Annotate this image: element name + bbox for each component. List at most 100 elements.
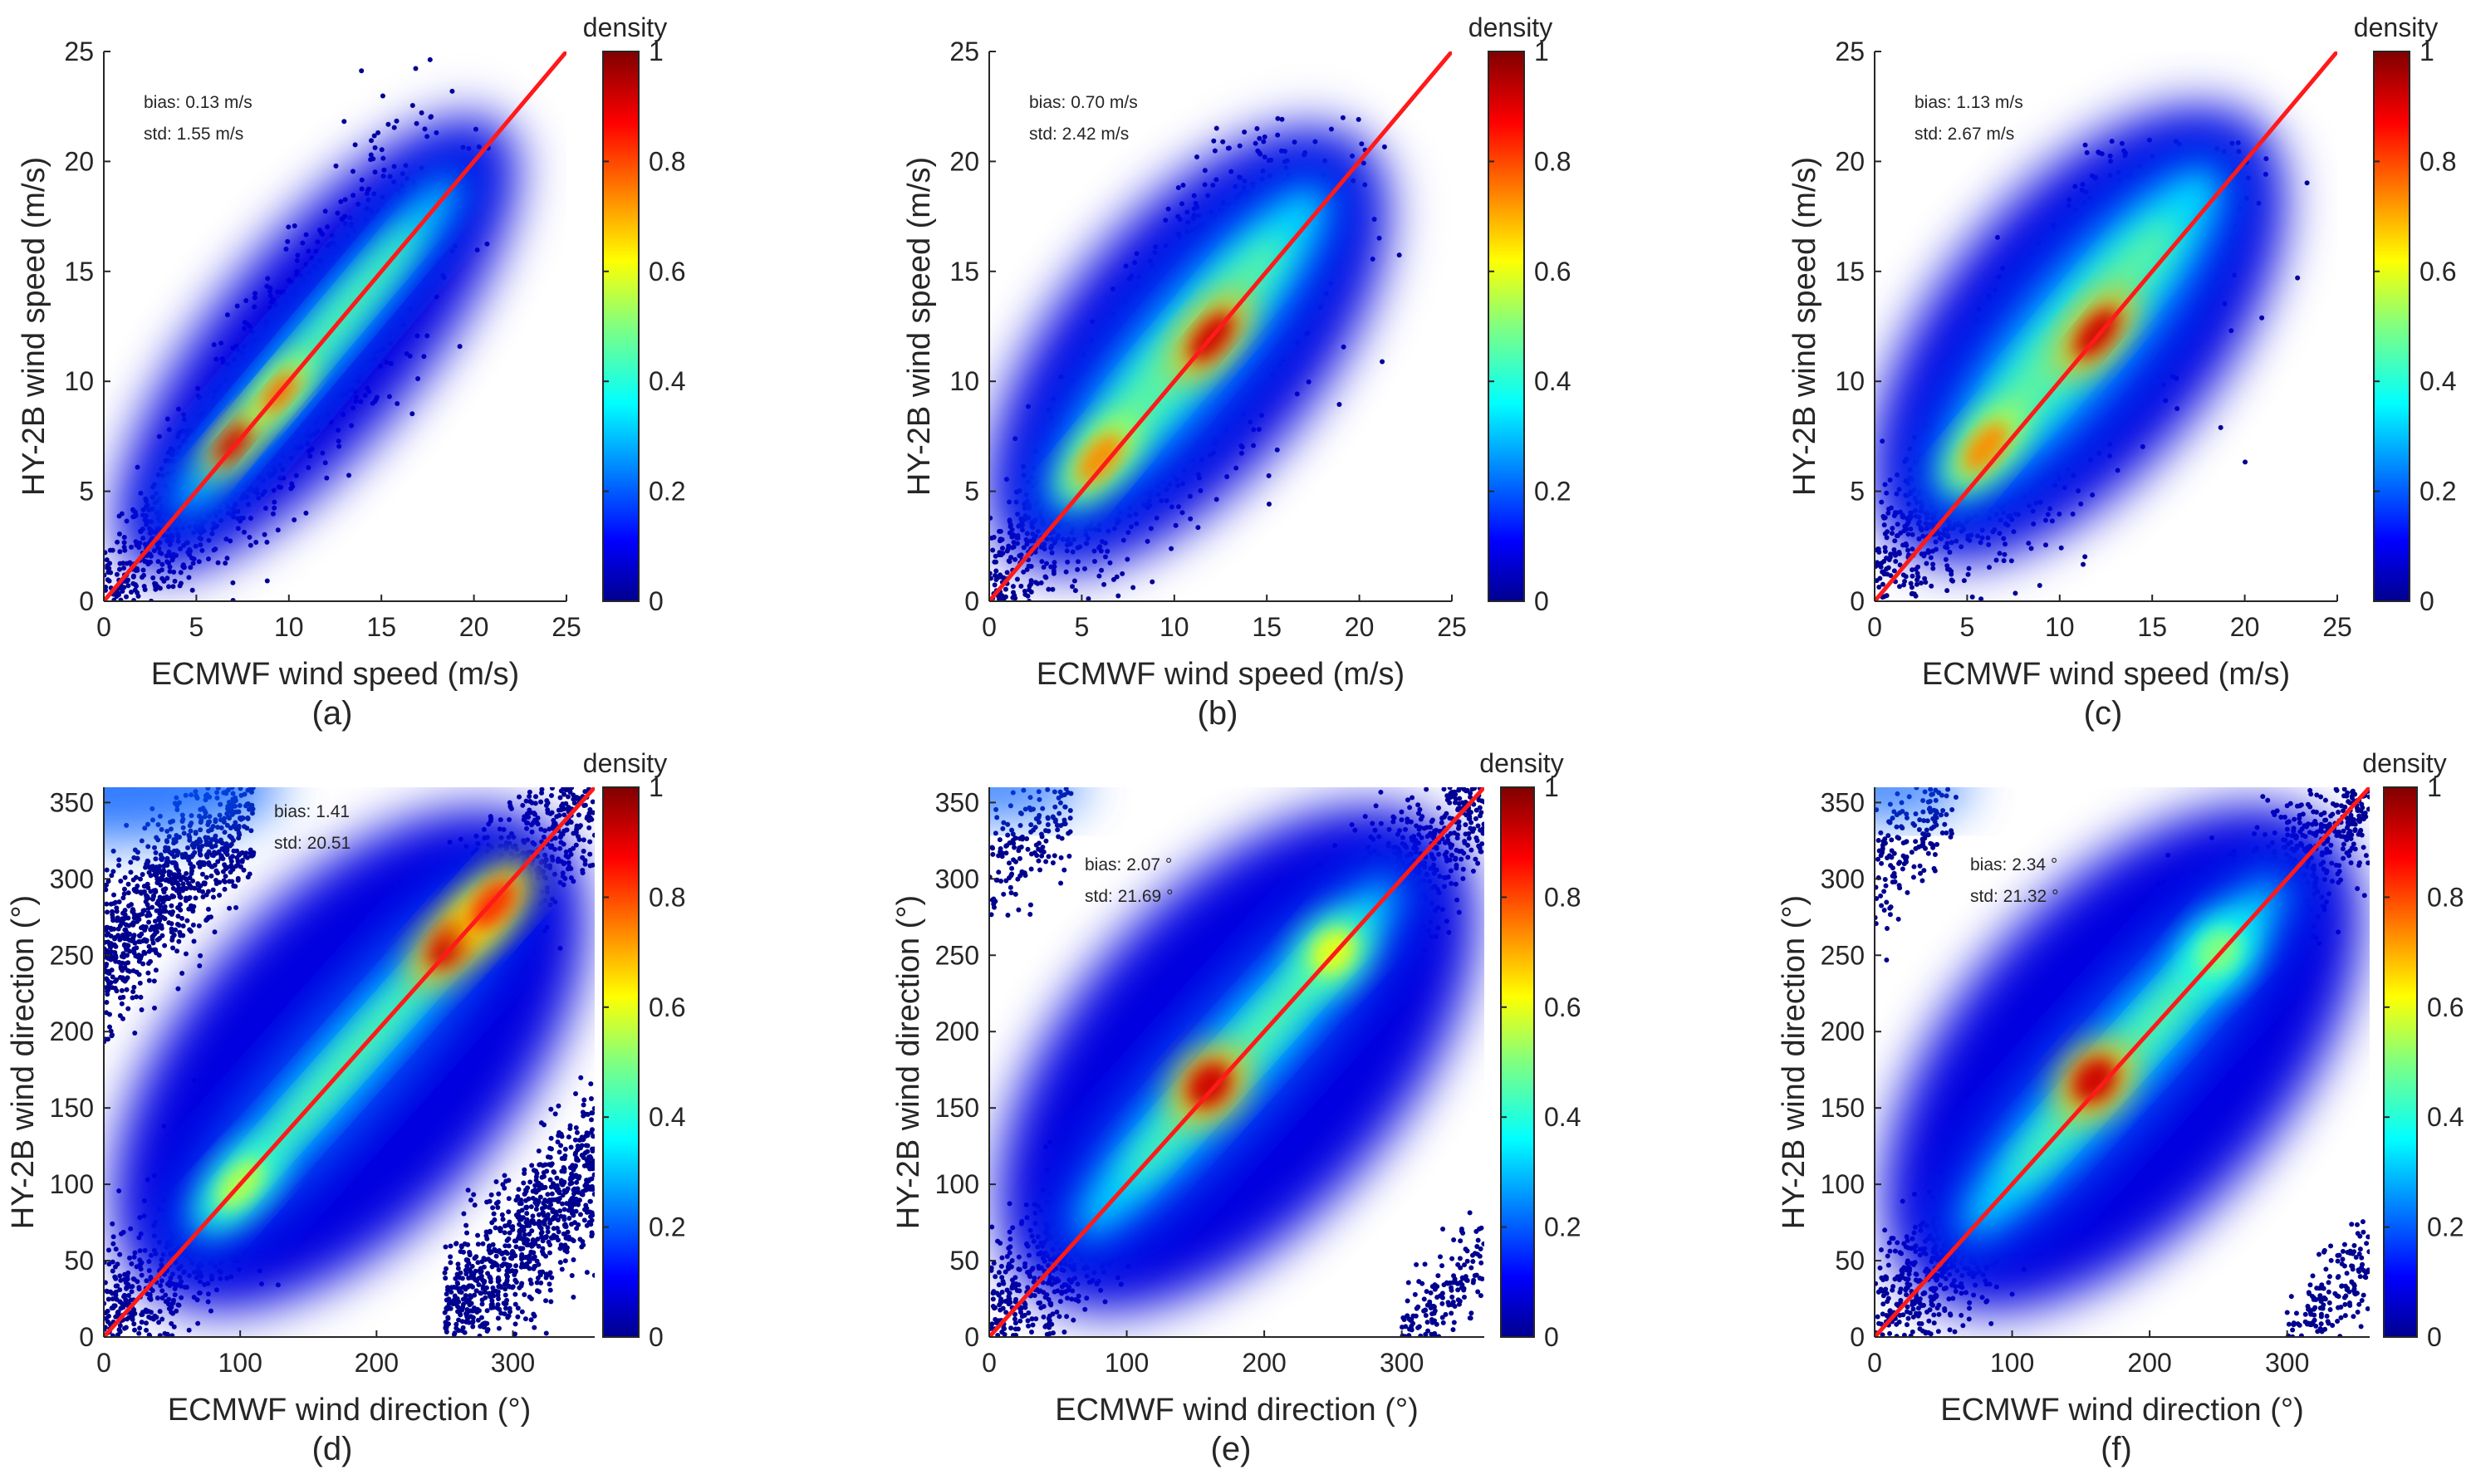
colorbar-tick-label: 0.4: [1534, 366, 1571, 396]
data-point: [409, 102, 415, 108]
data-point: [1130, 585, 1136, 590]
data-point: [104, 550, 108, 556]
data-point: [1381, 144, 1387, 149]
data-point: [275, 527, 281, 533]
data-point: [333, 163, 339, 169]
colorbar-tick-label: 0.8: [1534, 146, 1571, 176]
data-point: [105, 577, 110, 583]
data-point: [372, 144, 378, 150]
data-point: [1910, 567, 1915, 573]
data-point: [989, 575, 993, 581]
x-tick-label: 25: [1437, 612, 1467, 642]
data-point: [1096, 573, 1102, 579]
data-point: [1195, 525, 1201, 531]
colorbar-gradient: [602, 51, 640, 602]
data-point: [117, 549, 123, 555]
data-point: [1910, 573, 1915, 579]
plot-area: [1875, 51, 2337, 601]
data-point: [371, 133, 377, 139]
bias-stat: bias: 0.70 m/s: [1029, 93, 1138, 112]
data-point: [998, 574, 1004, 580]
y-tick-label: 20: [64, 146, 94, 176]
data-point: [2042, 542, 2048, 548]
data-point: [1396, 252, 1402, 258]
data-point: [1897, 562, 1903, 568]
data-point: [1032, 580, 1038, 585]
y-tick-label: 0: [79, 586, 94, 616]
data-point: [111, 597, 117, 601]
y-axis-label: HY-2B wind speed (m/s): [902, 157, 937, 496]
x-tick-label: 15: [1252, 612, 1282, 642]
data-point: [1120, 571, 1125, 576]
data-point: [172, 578, 178, 584]
data-point: [118, 597, 124, 601]
data-point: [413, 66, 419, 71]
data-point: [1266, 473, 1272, 478]
data-point: [1025, 593, 1031, 599]
y-tick-label: 5: [964, 477, 979, 507]
data-point: [1003, 586, 1008, 592]
data-point: [124, 594, 130, 600]
data-point: [1888, 573, 1894, 579]
data-point: [2081, 561, 2086, 567]
data-point: [394, 118, 400, 124]
x-tick-label: 0: [96, 612, 111, 642]
data-point: [1266, 501, 1272, 507]
data-point: [223, 561, 228, 566]
data-point: [352, 142, 358, 148]
density-peak: [1077, 433, 1123, 483]
data-point: [391, 125, 397, 130]
data-point: [1010, 584, 1016, 590]
data-point: [1901, 582, 1907, 588]
data-point: [2218, 424, 2223, 430]
data-point: [189, 587, 195, 593]
data-point: [992, 582, 998, 588]
data-point: [449, 88, 455, 94]
data-point: [105, 563, 110, 569]
y-tick-label: 25: [949, 37, 979, 66]
data-point: [114, 571, 120, 577]
x-axis-label: ECMWF wind speed (m/s): [1037, 657, 1405, 692]
data-point: [1050, 586, 1056, 592]
data-point: [409, 411, 415, 417]
colorbar-tick-label: 0.6: [1534, 257, 1571, 287]
y-tick-label: 5: [79, 477, 94, 507]
data-point: [341, 119, 347, 125]
x-tick-label: 25: [552, 612, 581, 642]
data-point: [346, 473, 352, 478]
data-point: [1018, 583, 1024, 589]
data-point: [1882, 545, 1888, 551]
data-point: [2295, 275, 2301, 281]
data-point: [2058, 545, 2064, 551]
data-point: [1028, 578, 1034, 584]
data-point: [999, 546, 1005, 551]
data-point: [1211, 138, 1217, 144]
data-point: [1884, 593, 1890, 599]
data-point: [1254, 125, 1260, 131]
data-point: [368, 152, 374, 158]
panel-label: (a): [312, 695, 353, 732]
x-tick-label: 5: [1075, 612, 1090, 642]
data-point: [1275, 115, 1281, 121]
data-point: [1340, 115, 1346, 120]
data-point: [1012, 556, 1018, 562]
colorbar-tick-label: 0.2: [649, 477, 685, 507]
data-point: [1043, 575, 1049, 580]
data-point: [1070, 584, 1076, 590]
data-point: [140, 575, 145, 580]
y-tick-label: 0: [964, 586, 979, 616]
data-point: [1882, 548, 1888, 554]
data-point: [262, 531, 267, 537]
data-point: [1966, 566, 1972, 571]
data-point: [104, 585, 109, 590]
colorbar-tick-label: 0: [1534, 586, 1549, 616]
data-point: [125, 583, 131, 589]
data-point: [2001, 558, 2007, 564]
data-point: [152, 583, 158, 589]
data-point: [1008, 555, 1014, 561]
data-point: [1965, 571, 1971, 577]
y-tick-label: 10: [64, 366, 94, 396]
data-point: [380, 93, 385, 99]
data-point: [161, 578, 167, 584]
